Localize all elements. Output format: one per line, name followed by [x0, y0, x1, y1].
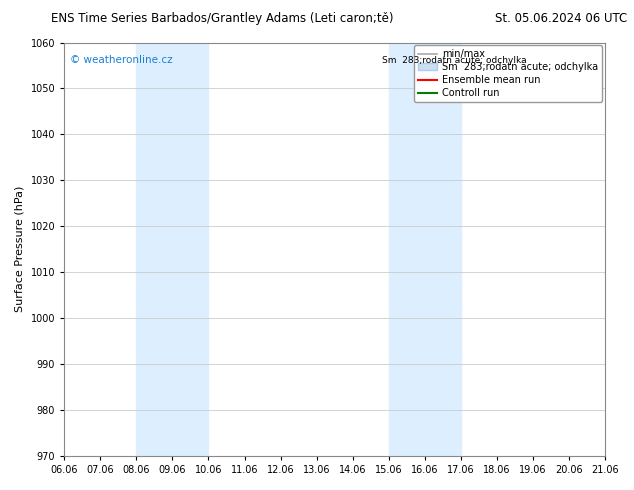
Text: Sm  283;rodatn acute; odchylka: Sm 283;rodatn acute; odchylka — [382, 56, 526, 65]
Text: ENS Time Series Barbados/Grantley Adams (Leti caron;tě): ENS Time Series Barbados/Grantley Adams … — [51, 12, 393, 25]
Y-axis label: Surface Pressure (hPa): Surface Pressure (hPa) — [15, 186, 25, 313]
Text: © weatheronline.cz: © weatheronline.cz — [70, 55, 172, 65]
Bar — [136, 43, 209, 456]
Text: St. 05.06.2024 06 UTC: St. 05.06.2024 06 UTC — [495, 12, 628, 25]
Legend: min/max, Sm  283;rodatn acute; odchylka, Ensemble mean run, Controll run: min/max, Sm 283;rodatn acute; odchylka, … — [414, 46, 602, 102]
Bar — [389, 43, 461, 456]
